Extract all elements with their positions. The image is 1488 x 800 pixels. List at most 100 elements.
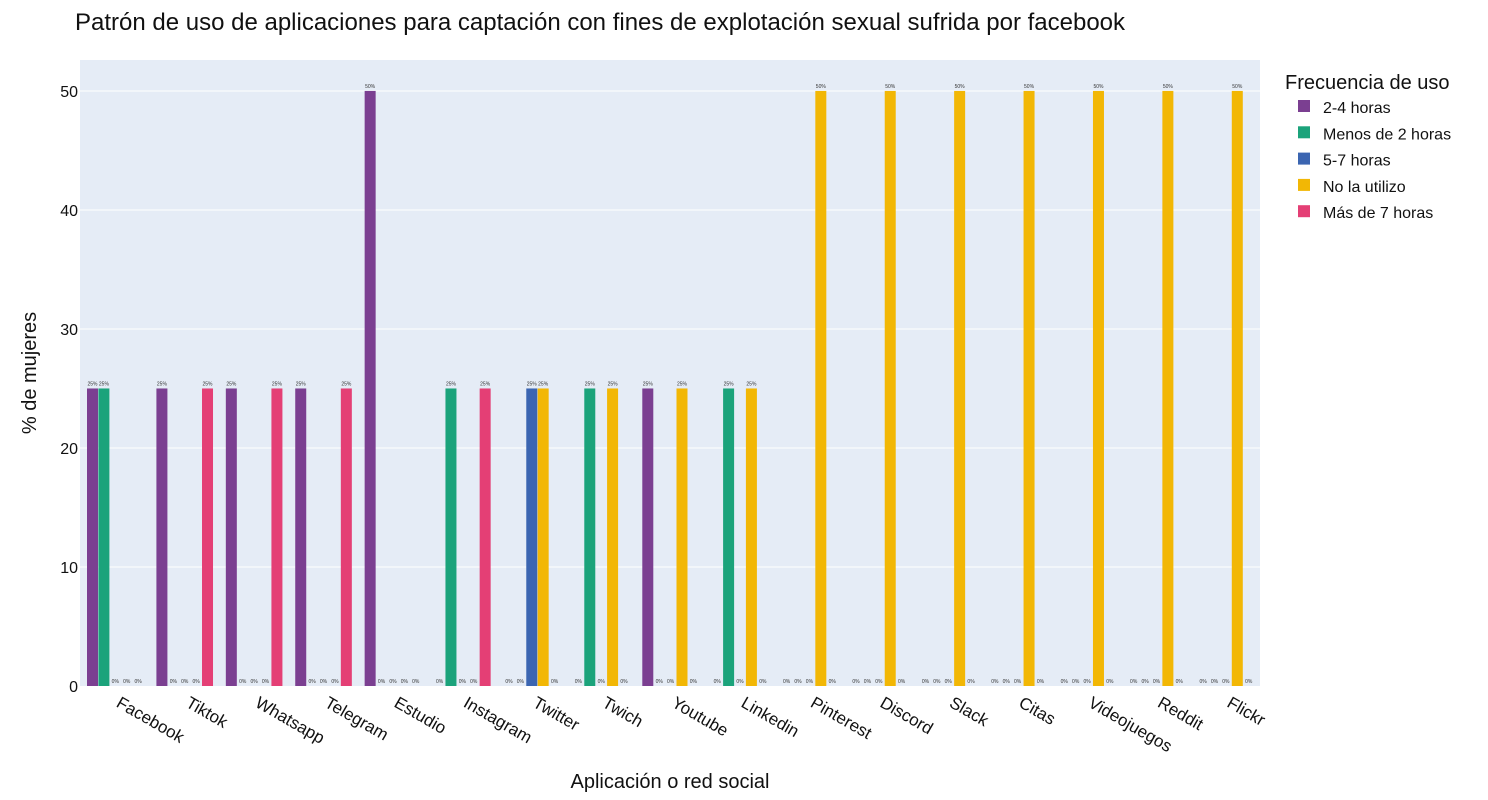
bar-value-label: 0% <box>112 679 120 685</box>
bar <box>884 90 896 686</box>
bar-value-label: 0% <box>852 679 860 685</box>
x-tick-label: Pinterest <box>807 693 875 743</box>
bar-value-label: 0% <box>620 679 628 685</box>
bar <box>1231 90 1243 686</box>
bar-value-label: 0% <box>181 679 189 685</box>
bar-value-label: 25% <box>527 381 538 387</box>
bar-value-label: 0% <box>783 679 791 685</box>
bar <box>1023 90 1035 686</box>
bar <box>295 388 307 686</box>
x-tick-label: Slack <box>946 693 992 730</box>
legend-swatch <box>1298 178 1310 191</box>
y-tick-label: 20 <box>60 441 78 458</box>
bar-value-label: 0% <box>575 679 583 685</box>
bar-value-label: 0% <box>759 679 767 685</box>
bar <box>225 388 237 686</box>
bar-value-label: 0% <box>1199 679 1207 685</box>
bar-value-label: 0% <box>123 679 131 685</box>
bar-value-label: 0% <box>875 679 883 685</box>
bar-value-label: 25% <box>226 381 237 387</box>
x-tick-label: Citas <box>1016 693 1059 729</box>
bar-value-label: 0% <box>134 679 142 685</box>
x-tick-label: Flickr <box>1224 693 1269 730</box>
bar-value-label: 25% <box>99 381 110 387</box>
bar-value-label: 0% <box>1014 679 1022 685</box>
bar-value-label: 0% <box>945 679 953 685</box>
bar-value-label: 25% <box>608 381 619 387</box>
bar-value-label: 50% <box>1163 84 1174 90</box>
bar-value-label: 25% <box>677 381 688 387</box>
bar-value-label: 0% <box>1083 679 1091 685</box>
bar-value-label: 0% <box>667 679 675 685</box>
x-tick-label: Whatsapp <box>252 693 328 748</box>
bar-value-label: 25% <box>203 381 214 387</box>
bar-value-label: 0% <box>1072 679 1080 685</box>
bar-value-label: 0% <box>690 679 698 685</box>
bar <box>87 388 98 686</box>
bar-value-label: 0% <box>1061 679 1069 685</box>
bar <box>1092 90 1104 686</box>
y-axis-title: % de mujeres <box>19 312 41 434</box>
bar <box>954 90 966 686</box>
x-tick-label: Instagram <box>460 693 535 747</box>
y-tick-label: 0 <box>69 679 78 696</box>
legend-swatch <box>1298 100 1310 112</box>
y-axis-ticks: 0 10 20 30 40 50 <box>60 84 78 696</box>
bar <box>537 388 549 686</box>
bar-value-label: 0% <box>320 679 328 685</box>
legend-item: 5-7 horas <box>1323 153 1391 170</box>
bar-value-label: 0% <box>656 679 664 685</box>
legend-swatch <box>1298 126 1310 139</box>
bar-value-label: 0% <box>714 679 722 685</box>
legend-item: Menos de 2 horas <box>1323 126 1451 143</box>
bar <box>340 388 352 686</box>
bar-value-label: 0% <box>1222 679 1230 685</box>
bar <box>1162 90 1174 686</box>
y-tick-label: 40 <box>60 203 78 220</box>
bar-value-label: 50% <box>1024 84 1035 90</box>
bar-value-label: 0% <box>1130 679 1138 685</box>
bar-value-label: 0% <box>864 679 872 685</box>
legend-swatch <box>1298 152 1310 165</box>
bar-value-label: 50% <box>816 84 827 90</box>
x-tick-label: Twich <box>599 693 646 731</box>
bar-value-label: 0% <box>436 679 444 685</box>
bar <box>202 388 214 686</box>
bar-value-label: 25% <box>585 381 596 387</box>
bar-value-label: 0% <box>505 679 513 685</box>
bar-value-label: 0% <box>736 679 744 685</box>
bar <box>479 388 491 686</box>
bar-value-label: 50% <box>1232 84 1243 90</box>
bar-value-label: 0% <box>262 679 270 685</box>
bar-value-label: 25% <box>157 381 168 387</box>
bar-value-label: 25% <box>746 381 757 387</box>
bar-value-label: 0% <box>331 679 339 685</box>
bar-value-label: 0% <box>251 679 259 685</box>
bar-value-label: 0% <box>1141 679 1149 685</box>
bar <box>271 388 283 686</box>
x-tick-label: Facebook <box>113 693 188 747</box>
bar-value-label: 0% <box>170 679 178 685</box>
bar-value-label: 0% <box>806 679 814 685</box>
legend-title: Frecuencia de uso <box>1285 72 1450 94</box>
bar-value-label: 25% <box>446 381 457 387</box>
bar-value-label: 25% <box>538 381 549 387</box>
bar-value-label: 0% <box>967 679 975 685</box>
bar-value-label: 0% <box>459 679 467 685</box>
bar <box>156 388 168 686</box>
bar <box>526 388 538 686</box>
bar <box>98 388 110 686</box>
bar <box>815 90 827 686</box>
bar-value-label: 0% <box>598 679 606 685</box>
bar-value-label: 50% <box>955 84 966 90</box>
y-tick-label: 10 <box>60 560 78 577</box>
bar <box>607 388 619 686</box>
bar-value-label: 0% <box>412 679 420 685</box>
bar <box>364 90 376 686</box>
x-tick-label: Reddit <box>1154 693 1206 734</box>
legend-item: 2-4 horas <box>1323 100 1391 117</box>
x-axis-title: Aplicación o red social <box>571 771 770 793</box>
bar-value-label: 0% <box>517 679 525 685</box>
